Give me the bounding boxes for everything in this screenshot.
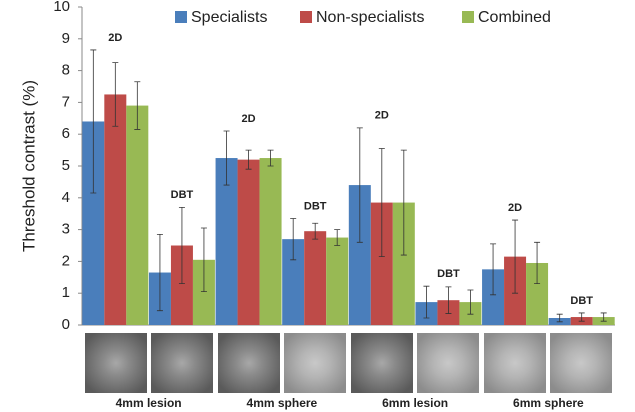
- bar: [126, 105, 149, 325]
- error-bar: [178, 206, 185, 285]
- error-bar: [267, 149, 274, 167]
- error-bar: [290, 218, 297, 261]
- y-tick-label: 0: [62, 316, 70, 333]
- group-label: 4mm lesion: [116, 396, 182, 410]
- error-bar: [378, 148, 385, 258]
- bar: [526, 262, 549, 325]
- bar: [392, 202, 415, 325]
- bar: [304, 231, 327, 325]
- error-bar: [223, 130, 230, 186]
- y-tick-label: 3: [62, 221, 70, 238]
- legend-swatch: [175, 11, 187, 23]
- error-bar: [134, 81, 141, 130]
- error-bar: [400, 149, 407, 256]
- bar: [82, 121, 105, 325]
- error-bar: [512, 219, 519, 294]
- legend-swatch: [462, 11, 474, 23]
- group-annotation: DBT: [304, 200, 327, 212]
- group-label: 6mm lesion: [382, 396, 448, 410]
- group-annotation: DBT: [437, 268, 460, 280]
- bar: [348, 185, 371, 325]
- legend-label: Non-specialists: [316, 9, 424, 26]
- error-bar: [356, 127, 363, 243]
- error-bar: [245, 149, 252, 170]
- y-tick-label: 2: [62, 252, 70, 269]
- y-tick-label: 7: [62, 93, 70, 110]
- error-bar: [112, 62, 119, 127]
- bar: [282, 239, 305, 325]
- bar: [192, 259, 215, 325]
- thumbnail: [417, 333, 479, 393]
- bar: [326, 237, 349, 325]
- thumbnail: [351, 333, 413, 393]
- bar: [370, 202, 393, 325]
- y-tick-label: 6: [62, 125, 70, 142]
- group-annotation: 2D: [508, 202, 522, 214]
- group-label: 6mm sphere: [513, 396, 584, 410]
- y-tick-label: 10: [53, 0, 70, 15]
- group-annotation: 2D: [375, 110, 389, 122]
- bar: [215, 158, 238, 325]
- error-bar: [556, 313, 563, 323]
- y-tick-label: 8: [62, 62, 70, 79]
- error-bar: [156, 233, 163, 312]
- error-bar: [312, 222, 319, 240]
- error-bar: [423, 285, 430, 319]
- legend-label: Specialists: [191, 9, 267, 26]
- thumbnail: [218, 333, 280, 393]
- thumbnail: [550, 333, 612, 393]
- y-axis-label: Threshold contrast (%): [19, 80, 38, 252]
- bar: [237, 159, 260, 325]
- error-bar: [467, 289, 474, 315]
- legend-swatch: [300, 11, 312, 23]
- y-tick-label: 1: [62, 284, 70, 301]
- y-tick-label: 4: [62, 189, 70, 206]
- thumbnail: [151, 333, 213, 393]
- thumbnails: [85, 333, 612, 393]
- error-bar: [200, 227, 207, 293]
- group-label: 4mm sphere: [247, 396, 318, 410]
- bar: [170, 245, 193, 325]
- error-bar: [445, 286, 452, 314]
- group-annotation: DBT: [171, 189, 194, 201]
- bar: [104, 94, 127, 325]
- y-tick-label: 5: [62, 157, 70, 174]
- thumbnail: [284, 333, 346, 393]
- error-bar: [578, 312, 585, 322]
- bar: [259, 158, 282, 325]
- group-annotation: 2D: [242, 113, 256, 125]
- error-bar: [600, 312, 607, 322]
- error-bar: [490, 243, 497, 296]
- error-bar: [334, 229, 341, 246]
- error-bar: [534, 241, 541, 285]
- error-bar: [90, 49, 97, 194]
- group-annotation: DBT: [570, 295, 593, 307]
- bar: [482, 269, 505, 325]
- thumbnail: [85, 333, 147, 393]
- group-annotation: 2D: [108, 32, 122, 44]
- legend-label: Combined: [478, 9, 551, 26]
- y-tick-label: 9: [62, 30, 70, 47]
- thumbnail: [484, 333, 546, 393]
